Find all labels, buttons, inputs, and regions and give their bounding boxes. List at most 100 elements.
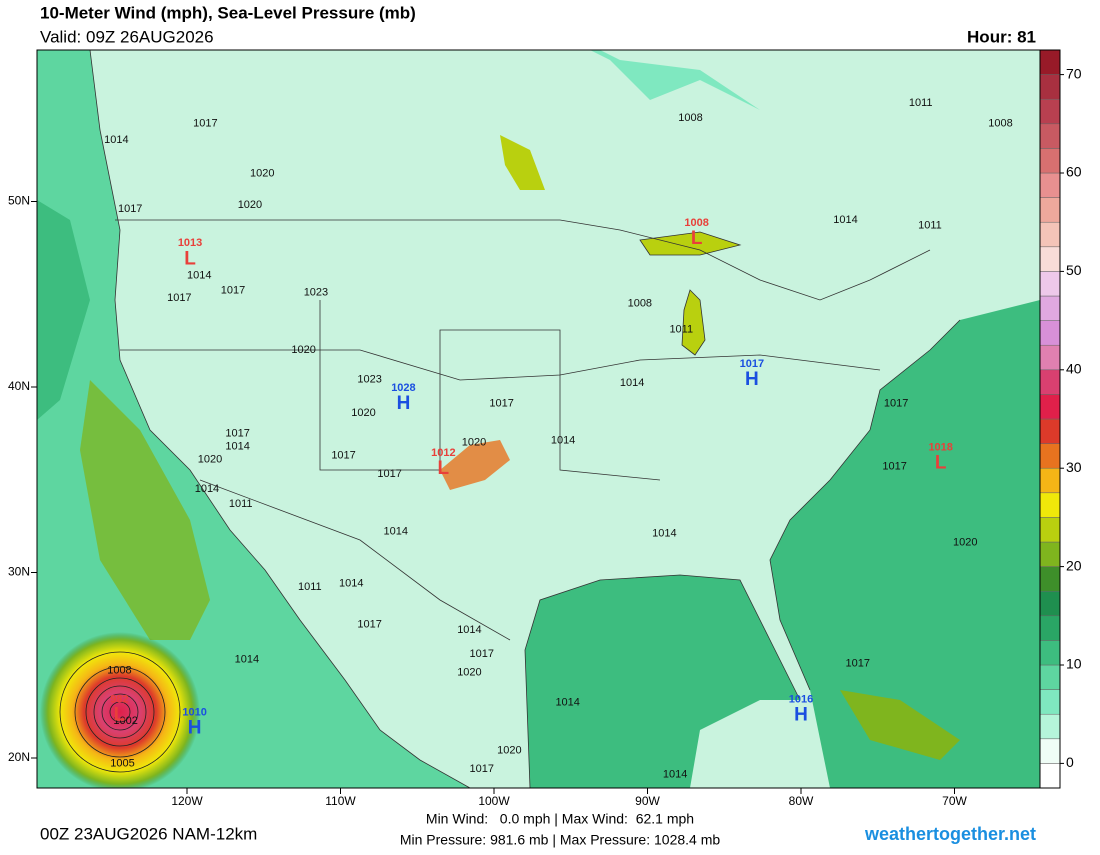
lat-label: 20N (8, 750, 30, 764)
center-symbol: L (691, 228, 703, 249)
isobar-label: 1017 (331, 450, 355, 462)
lat-label: 40N (8, 379, 30, 393)
colorbar-bin (1039, 664, 1061, 690)
lon-label: 120W (171, 794, 203, 808)
title: 10-Meter Wind (mph), Sea-Level Pressure … (40, 3, 416, 22)
isobar-label: 1011 (229, 498, 253, 510)
isobar-label: 1017 (469, 648, 493, 660)
isobar-label: 1011 (298, 581, 322, 593)
borders (89, 50, 961, 788)
isobar-label: 1017 (225, 427, 249, 439)
colorbar-bin (1039, 98, 1061, 125)
colorbar-bin (1039, 295, 1061, 321)
colorbar-bin (1039, 566, 1061, 592)
winnipeg (500, 135, 545, 190)
isobar-label: 1017 (846, 657, 870, 669)
isobar-label: 1017 (469, 763, 493, 775)
colorbar-bin (1039, 443, 1061, 469)
valid-time: Valid: 09Z 26AUG2026 (40, 27, 214, 46)
center-pressure: 1017 (740, 358, 764, 370)
colorbar-label: 10 (1066, 656, 1082, 672)
isobar-label: 1014 (652, 527, 676, 539)
lon-label: 80W (789, 794, 814, 808)
colorbar-bin (1039, 148, 1061, 174)
isobar-label: 1014 (620, 377, 644, 389)
caribbean-jet (840, 690, 960, 760)
center-symbol: H (397, 393, 411, 414)
isobar-label: 1017 (882, 461, 906, 473)
lon-label: 110W (325, 794, 356, 808)
isobar-label: 1017 (221, 284, 245, 296)
map: 1014 1017 1020 1020 1017 1014 1017 1017 1023 1020… (37, 50, 1040, 788)
isobar-label: 1014 (663, 769, 687, 781)
center-symbol: L (935, 452, 947, 473)
center-symbol: L (438, 458, 450, 479)
center-pressure: 1018 (928, 441, 952, 453)
isobar-label: 1020 (238, 199, 262, 211)
isobar-label: 1011 (909, 97, 933, 109)
isobar-label: 1017 (167, 292, 191, 304)
isobar-label: 1005 (110, 757, 134, 769)
center-symbol: L (184, 248, 196, 269)
isobar-label: 1014 (555, 696, 579, 708)
center-pressure: 982 (110, 694, 128, 706)
isobar-label: 1020 (462, 437, 486, 449)
center-symbol: H (794, 705, 808, 726)
colorbar-label: 70 (1066, 65, 1082, 81)
center-symbol: H (745, 369, 759, 390)
colorbar-label: 50 (1066, 262, 1082, 278)
isobar-label: 1017 (377, 468, 401, 480)
isobar-label: 1020 (250, 168, 274, 180)
center-pressure: 1012 (431, 447, 455, 459)
isobar-label: 1020 (351, 407, 375, 419)
colorbar-label: 20 (1066, 557, 1082, 573)
hurricane-isobars (59, 651, 181, 773)
colorbar-bin (1039, 123, 1061, 149)
model-run: 00Z 23AUG2026 NAM-12km (40, 824, 257, 843)
lon-label: 70W (942, 794, 967, 808)
isobar-label: 1017 (118, 203, 142, 215)
colorbar-bin (1039, 467, 1061, 494)
colorbar-bin (1039, 763, 1061, 789)
center-symbol: H (188, 718, 202, 739)
colorbar-label: 60 (1066, 164, 1082, 180)
forecast-hour: Hour: 81 (967, 27, 1036, 46)
isobar-label: 1020 (457, 667, 481, 679)
colorbar-bin (1039, 74, 1061, 100)
colorbar-label: 30 (1066, 459, 1082, 475)
isobar-label: 1014 (339, 578, 363, 590)
gulf (525, 575, 800, 788)
plains-jet (440, 440, 510, 490)
colorbar-bin (1039, 517, 1061, 543)
isobar-label: 1014 (104, 134, 128, 146)
colorbar-bin (1039, 369, 1061, 395)
colorbar-bin (1039, 394, 1061, 420)
isobar-label: 1014 (833, 214, 857, 226)
isobar-label: 1014 (235, 654, 259, 666)
isobar-label: 1014 (384, 526, 408, 538)
colorbar-label: 0 (1066, 754, 1074, 770)
colorbar-bin (1039, 590, 1061, 617)
coastal-jet (80, 380, 210, 640)
atlantic (770, 300, 1040, 788)
isobar-label: 1017 (193, 117, 217, 129)
hurricane (40, 632, 200, 788)
colorbar-bin (1039, 344, 1061, 371)
isobar-label: 1002 (113, 715, 137, 727)
colorbar-bin (1039, 221, 1061, 248)
isobar-label: 1023 (357, 373, 381, 385)
colorbar-bin (1039, 320, 1061, 346)
isobar-label: 1014 (187, 270, 211, 282)
colorbar-bin (1039, 541, 1061, 567)
isobar-label: 1008 (678, 112, 702, 124)
site-link[interactable]: weathertogether.net (864, 824, 1036, 844)
colorbar-bin (1039, 418, 1061, 444)
colorbar-bin (1039, 615, 1061, 641)
center-pressure: 1013 (178, 237, 202, 249)
lat-label: 50N (8, 194, 30, 208)
isobar-label: 1014 (457, 624, 481, 636)
isobar-label: 1023 (304, 286, 328, 298)
pacific-wind (37, 200, 90, 420)
lon-label: 100W (478, 794, 510, 808)
